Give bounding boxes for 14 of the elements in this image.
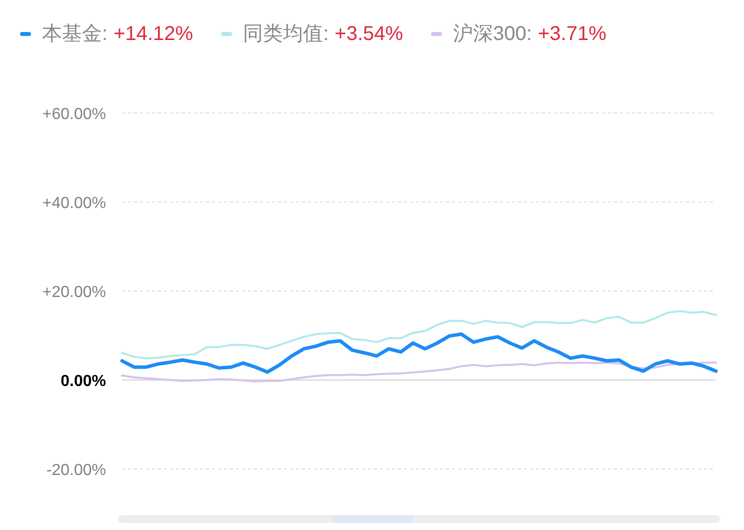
line-series <box>121 310 717 360</box>
text: +3.71% <box>538 23 607 45</box>
text: +14.12% <box>114 23 194 45</box>
line-series <box>121 362 717 382</box>
y-tick-label: +40.00% <box>42 195 106 212</box>
legend-label: 本基金: <box>42 23 108 45</box>
legend-label: 同类均值: <box>243 23 329 45</box>
y-tick-label: 0.00% <box>60 373 106 390</box>
y-tick-label: +20.00% <box>42 284 106 301</box>
line-series <box>120 332 718 374</box>
text: +3.54% <box>334 23 404 45</box>
y-tick-label: -20.00% <box>46 462 106 479</box>
legend-label: 沪深300: <box>453 22 532 45</box>
y-tick-label: +60.00% <box>42 106 106 123</box>
